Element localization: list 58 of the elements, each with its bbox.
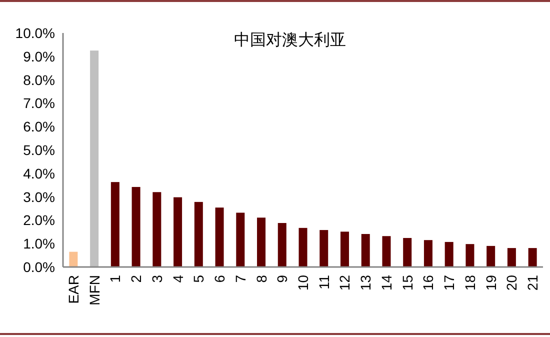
bar: [110, 182, 120, 267]
x-tick-label: 9: [274, 274, 290, 283]
y-tick-label: 6.0%: [23, 118, 55, 135]
x-tick-label: 15: [399, 274, 416, 291]
y-tick-label: 1.0%: [23, 236, 55, 252]
bar: [403, 238, 412, 267]
x-tick-label: EAR: [65, 275, 82, 304]
chart-title: 中国对澳大利亚: [234, 31, 346, 49]
bar: [132, 186, 140, 267]
x-tick-label: 13: [358, 274, 374, 291]
bar: [215, 208, 224, 267]
bar: [257, 218, 266, 267]
bar: [174, 197, 182, 267]
bar: [340, 232, 349, 267]
y-tick-label: 5.0%: [23, 142, 55, 158]
x-tick-label: 17: [441, 274, 458, 291]
y-tick-label: 9.0%: [23, 48, 55, 64]
bar: [194, 202, 203, 267]
bar: [466, 244, 474, 267]
x-tick-label: 16: [420, 274, 436, 291]
bar: [320, 230, 328, 267]
y-tick-label: 8.0%: [23, 72, 55, 88]
y-tick-label: 2.0%: [23, 212, 55, 228]
x-tick-label: 4: [170, 274, 186, 283]
bar: [236, 212, 245, 267]
x-tick-label: 14: [378, 274, 394, 291]
x-tick-label: 18: [462, 274, 478, 291]
x-tick-label: 12: [336, 274, 353, 291]
x-tick-label: 21: [524, 274, 541, 291]
bar: [278, 223, 286, 267]
y-tick-label: 3.0%: [23, 188, 55, 205]
y-tick-label: 10.0%: [15, 25, 55, 41]
x-tick-label: 3: [148, 274, 165, 283]
bar: [528, 248, 537, 267]
bar: [90, 50, 99, 267]
x-tick-label: 7: [232, 274, 248, 283]
x-tick-label: 8: [253, 274, 270, 283]
bar: [69, 252, 78, 267]
x-tick-label: MFN: [86, 275, 102, 306]
bar: [361, 234, 370, 267]
bar: [444, 242, 454, 267]
x-tick-label: 11: [316, 274, 332, 290]
bar: [152, 192, 162, 267]
bar: [382, 236, 391, 267]
x-tick-label: 2: [128, 274, 144, 283]
y-tick-label: 7.0%: [23, 95, 55, 112]
y-tick-label: 0.0%: [23, 259, 55, 275]
x-tick-label: 6: [212, 274, 228, 283]
bar: [298, 228, 308, 267]
y-tick-label: 4.0%: [23, 165, 55, 182]
x-tick-label: 10: [295, 274, 311, 291]
x-tick-label: 19: [482, 274, 499, 291]
bar: [486, 246, 496, 267]
x-tick-label: 5: [190, 274, 207, 283]
bar: [424, 240, 432, 267]
x-tick-label: 20: [504, 274, 520, 291]
bar: [507, 248, 516, 267]
x-tick-label: 1: [107, 274, 124, 283]
